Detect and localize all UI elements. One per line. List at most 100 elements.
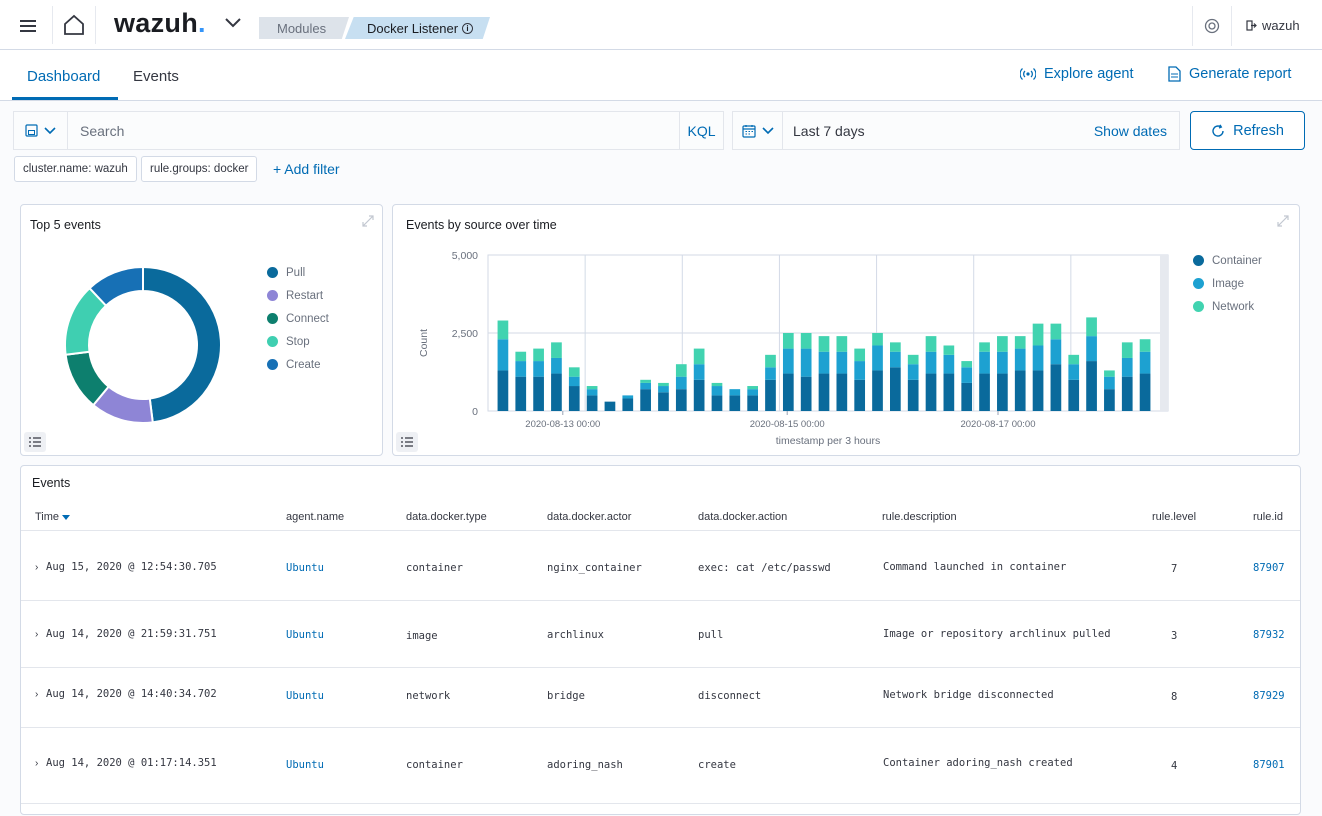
bar-segment-network[interactable] xyxy=(711,382,723,387)
bar-segment-container[interactable] xyxy=(1104,389,1115,411)
bar-segment-container[interactable] xyxy=(1014,370,1026,411)
refresh-button[interactable]: Refresh xyxy=(1190,111,1305,150)
app-switcher-dropdown[interactable] xyxy=(224,16,242,34)
legend-item-image[interactable]: Image xyxy=(1193,272,1262,295)
bar-segment-image[interactable] xyxy=(1121,357,1133,377)
bar-segment-network[interactable] xyxy=(693,348,705,365)
bar-segment-container[interactable] xyxy=(979,373,990,411)
cell-rule-id[interactable]: 87901 xyxy=(1253,759,1285,771)
bar-segment-network[interactable] xyxy=(568,367,580,377)
bar-segment-image[interactable] xyxy=(622,395,634,399)
bar-segment-container[interactable] xyxy=(765,379,776,411)
bar-segment-container[interactable] xyxy=(1068,379,1080,411)
user-menu[interactable]: wazuh xyxy=(1246,18,1300,33)
bar-segment-image[interactable] xyxy=(943,354,955,374)
bar-segment-container[interactable] xyxy=(854,379,866,411)
bar-segment-image[interactable] xyxy=(515,361,527,377)
info-icon[interactable]: i xyxy=(462,22,474,34)
filter-pill-rule-groups[interactable]: rule.groups: docker xyxy=(141,156,258,182)
bar-segment-image[interactable] xyxy=(693,364,705,380)
bar-segment-network[interactable] xyxy=(1086,317,1097,337)
expand-icon[interactable] xyxy=(360,213,376,229)
generate-report-button[interactable]: Generate report xyxy=(1168,66,1291,82)
bar-segment-container[interactable] xyxy=(890,367,901,411)
bar-segment-image[interactable] xyxy=(1139,351,1151,374)
bar-segment-network[interactable] xyxy=(640,379,651,383)
home-button[interactable] xyxy=(52,6,96,44)
bar-segment-network[interactable] xyxy=(551,342,562,358)
bar-segment-network[interactable] xyxy=(961,361,973,368)
bar-segment-network[interactable] xyxy=(1139,339,1151,352)
bar-segment-image[interactable] xyxy=(1086,336,1097,362)
bar-segment-image[interactable] xyxy=(658,386,669,393)
bar-segment-image[interactable] xyxy=(675,376,687,390)
bar-segment-image[interactable] xyxy=(765,367,776,380)
bar-segment-network[interactable] xyxy=(515,351,527,362)
bar-segment-image[interactable] xyxy=(640,382,651,390)
bar-segment-network[interactable] xyxy=(1121,342,1133,358)
bar-segment-network[interactable] xyxy=(747,386,758,390)
bar-segment-container[interactable] xyxy=(925,373,937,411)
bar-segment-network[interactable] xyxy=(1050,323,1062,340)
bar-segment-image[interactable] xyxy=(497,339,509,371)
cell-agent[interactable]: Ubuntu xyxy=(286,759,324,771)
bar-segment-container[interactable] xyxy=(1121,376,1133,411)
bar-segment-container[interactable] xyxy=(568,386,580,411)
add-filter-button[interactable]: + Add filter xyxy=(273,161,340,177)
expand-row-icon[interactable]: › xyxy=(35,562,39,573)
bar-segment-image[interactable] xyxy=(568,376,580,387)
kql-toggle[interactable]: KQL xyxy=(679,112,723,149)
bar-segment-network[interactable] xyxy=(890,342,901,352)
legend-item-stop[interactable]: Stop xyxy=(267,330,329,353)
bar-segment-image[interactable] xyxy=(800,348,812,377)
bar-segment-container[interactable] xyxy=(782,373,794,411)
bar-segment-network[interactable] xyxy=(800,333,812,349)
column-header-docker-actor[interactable]: data.docker.actor xyxy=(547,511,632,523)
column-header-docker-action[interactable]: data.docker.action xyxy=(698,511,788,523)
bar-segment-container[interactable] xyxy=(640,389,651,411)
legend-toggle-button[interactable] xyxy=(24,432,46,452)
bar-segment-network[interactable] xyxy=(586,386,598,390)
column-header-docker-type[interactable]: data.docker.type xyxy=(406,511,487,523)
bar-segment-image[interactable] xyxy=(729,389,741,396)
bar-segment-network[interactable] xyxy=(533,348,544,362)
bar-segment-container[interactable] xyxy=(943,373,955,411)
bar-segment-container[interactable] xyxy=(533,376,544,411)
bar-segment-network[interactable] xyxy=(997,336,1008,352)
donut-slice-pull[interactable] xyxy=(142,265,222,424)
bar-segment-container[interactable] xyxy=(800,376,812,411)
bar-segment-container[interactable] xyxy=(729,395,741,411)
bar-segment-network[interactable] xyxy=(979,342,990,352)
bar-segment-network[interactable] xyxy=(765,354,776,368)
bar-segment-container[interactable] xyxy=(622,398,634,411)
breadcrumb-modules[interactable]: Modules xyxy=(259,17,349,39)
bar-segment-image[interactable] xyxy=(1032,345,1044,371)
bar-segment-network[interactable] xyxy=(925,336,937,352)
bar-segment-image[interactable] xyxy=(997,351,1008,374)
legend-item-connect[interactable]: Connect xyxy=(267,307,329,330)
menu-button[interactable] xyxy=(10,10,46,42)
bar-segment-network[interactable] xyxy=(675,364,687,377)
saved-queries-dropdown[interactable] xyxy=(14,112,68,149)
expand-row-icon[interactable]: › xyxy=(35,689,39,700)
help-button[interactable] xyxy=(1192,6,1232,46)
bar-segment-container[interactable] xyxy=(1139,373,1151,411)
cell-rule-id[interactable]: 87932 xyxy=(1253,629,1285,641)
expand-row-icon[interactable]: › xyxy=(35,629,39,640)
bar-segment-image[interactable] xyxy=(782,348,794,374)
bar-segment-image[interactable] xyxy=(979,351,990,374)
bar-segment-image[interactable] xyxy=(925,351,937,374)
tab-dashboard[interactable]: Dashboard xyxy=(27,68,101,85)
bar-segment-image[interactable] xyxy=(1104,376,1115,390)
tab-events[interactable]: Events xyxy=(133,68,179,85)
expand-row-icon[interactable]: › xyxy=(35,758,39,769)
donut-slice-create[interactable] xyxy=(88,265,144,308)
bar-segment-container[interactable] xyxy=(586,395,598,411)
bar-segment-image[interactable] xyxy=(854,361,866,380)
column-header-agent-name[interactable]: agent.name xyxy=(286,511,345,523)
explore-agent-button[interactable]: Explore agent xyxy=(1020,66,1133,82)
quick-select-dropdown[interactable] xyxy=(733,112,783,149)
bar-segment-image[interactable] xyxy=(961,367,973,383)
bar-segment-network[interactable] xyxy=(1032,323,1044,346)
legend-item-create[interactable]: Create xyxy=(267,353,329,376)
